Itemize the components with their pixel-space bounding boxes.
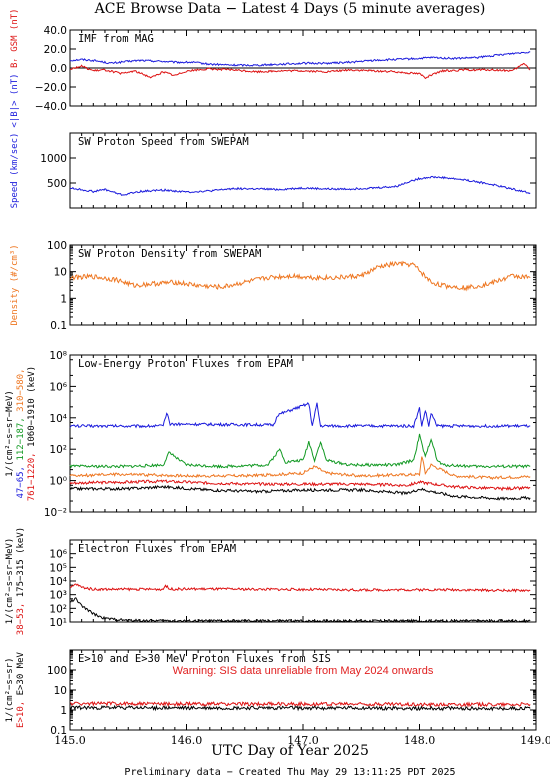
- series-line-epam_p-0: [69, 402, 531, 429]
- series-line-epam_e-0: [69, 583, 531, 593]
- y-tick-label: 1000: [40, 153, 67, 165]
- series-line-epam_p-2: [69, 456, 531, 481]
- panel-title: SW Proton Density from SWEPAM: [78, 248, 261, 260]
- y-axis-label: 1/(cm²−s−sr−MeV): [5, 390, 15, 477]
- y-axis-label: <|B|> (nT) Bᵣ GSM (nT): [10, 8, 20, 127]
- y-tick-label: −40.0: [35, 101, 67, 113]
- y-tick-label: 10⁻²: [44, 507, 67, 519]
- footer-note: Preliminary data − Created Thu May 29 13…: [124, 767, 455, 778]
- y-tick-label: −20.0: [35, 82, 67, 94]
- x-tick-label: 147.0: [287, 734, 319, 747]
- panel-title: Electron Fluxes from EPAM: [78, 543, 236, 555]
- y-tick-label: 10⁴: [49, 576, 67, 588]
- y-axis-label: 1/(cm²−s−sr−MeV): [5, 538, 15, 625]
- series-line-epam_e-1: [69, 597, 531, 624]
- y-tick-label: 0.1: [50, 725, 67, 737]
- x-tick-label: 145.0: [54, 734, 86, 747]
- y-tick-label: 10: [54, 685, 67, 697]
- y-tick-label: 10¹: [49, 617, 67, 629]
- y-tick-label: 40.0: [44, 25, 67, 37]
- warning-text: Warning: SIS data unreliable from May 20…: [173, 665, 434, 677]
- series-line-speed-0: [69, 175, 531, 196]
- y-tick-label: 10⁶: [49, 549, 67, 561]
- y-axis-label: E>10, E>30 MeV: [16, 651, 26, 727]
- y-tick-label: 10²: [49, 444, 67, 456]
- series-line-sis-1: [69, 704, 531, 712]
- series-line-epam_p-4: [69, 484, 531, 501]
- y-axis-label: 1/(cm²−s−sr): [5, 657, 15, 722]
- y-tick-label: 10: [54, 267, 67, 279]
- x-tick-label: 148.0: [404, 734, 436, 747]
- series-line-imf-0: [69, 51, 531, 68]
- y-tick-label: 10⁶: [49, 381, 67, 393]
- panel-title: SW Proton Speed from SWEPAM: [78, 136, 249, 148]
- y-tick-label: 500: [47, 178, 67, 190]
- y-tick-label: 0.1: [50, 320, 67, 332]
- chart-title: ACE Browse Data − Latest 4 Days (5 minut…: [94, 1, 486, 17]
- y-tick-label: 1: [60, 705, 67, 717]
- y-axis-label: Speed (km/sec): [10, 133, 20, 209]
- panel-speed: 1000 500 SW Proton Speed from SWEPAM Speed …: [10, 132, 537, 209]
- series-line-density-0: [69, 260, 531, 292]
- x-tick-label: 149.0: [520, 734, 550, 747]
- y-tick-label: 10³: [49, 590, 67, 602]
- y-tick-label: 1: [60, 293, 67, 305]
- y-tick-label: 0.0: [50, 63, 67, 75]
- series-line-epam_p-3: [69, 479, 531, 492]
- y-tick-label: 100: [47, 665, 67, 677]
- panel-title: E>10 and E>30 MeV Proton Fluxes from SIS: [78, 653, 331, 665]
- y-tick-label: 10⁸: [49, 350, 67, 362]
- panel-density: 100 10 1 0.1 SW Proton Density from SWEPAM De…: [10, 240, 537, 332]
- series-line-sis-0: [69, 700, 531, 708]
- y-tick-label: 10⁵: [49, 562, 67, 574]
- y-axis-label: 47−65, 112−187, 310−580,: [16, 368, 26, 498]
- y-axis-label: 761−1220, 1060−1910 (keV): [27, 366, 37, 501]
- panel-imf: 40.0 20.0 0.0 −20.0 −40.0 IMF from MAG <|B|> (…: [10, 8, 537, 128]
- y-tick-label: 10²: [49, 603, 67, 615]
- y-tick-label: 10⁴: [49, 413, 67, 425]
- y-axis-label: 38−53, 175−315 (keV): [16, 527, 26, 635]
- y-tick-label: 20.0: [44, 44, 67, 56]
- y-tick-label: 10⁰: [49, 476, 67, 488]
- panel-title: IMF from MAG: [78, 33, 154, 45]
- panel-title: Low-Energy Proton Fluxes from EPAM: [78, 358, 293, 370]
- series-line-imf-1: [69, 62, 531, 80]
- x-tick-label: 146.0: [171, 734, 203, 747]
- panel-epam_p: 10⁸ 10⁶ 10⁴ 10² 10⁰ 10⁻² Low-Energy Proton Flu…: [5, 350, 537, 519]
- y-tick-label: 100: [47, 240, 67, 252]
- x-axis-label: UTC Day of Year 2025: [211, 743, 369, 759]
- y-axis-label: Density (#/cm³): [10, 244, 20, 325]
- series-line-epam_p-1: [69, 433, 531, 469]
